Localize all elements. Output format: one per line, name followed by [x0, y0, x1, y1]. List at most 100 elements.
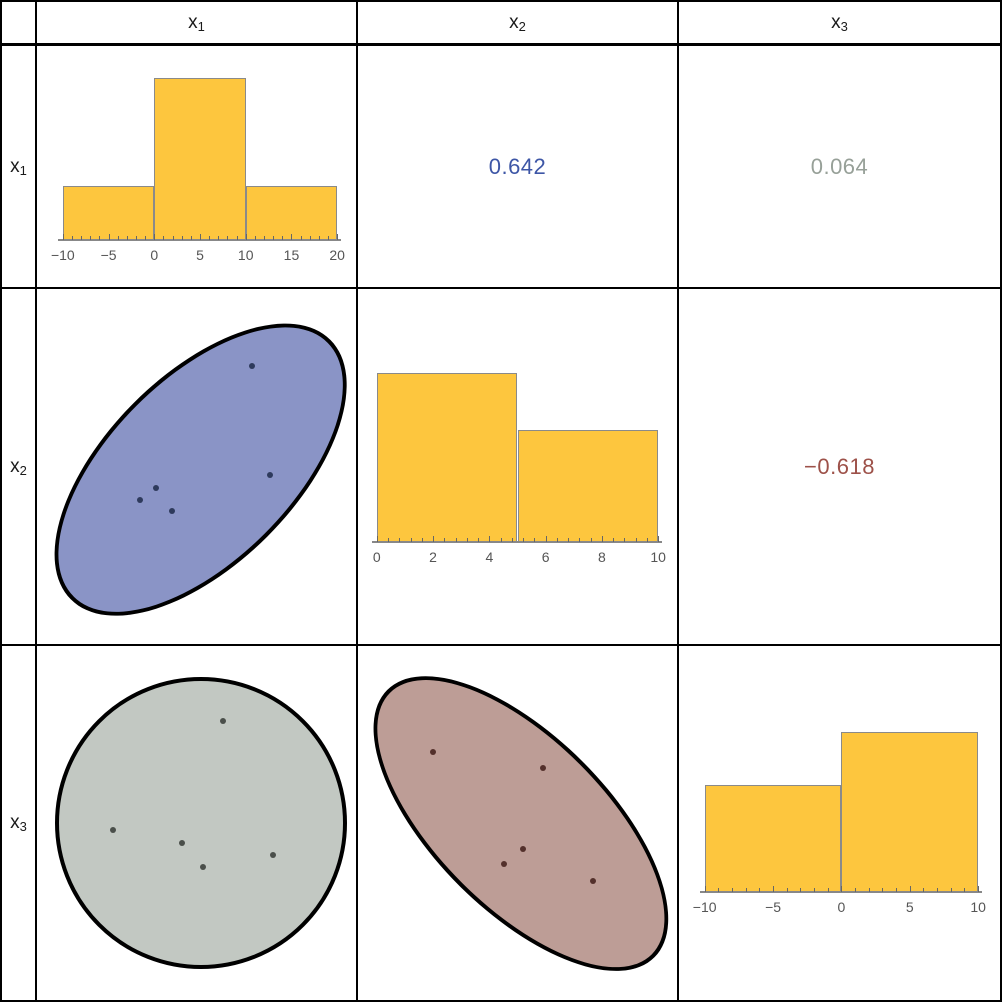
major-axis-tick	[200, 234, 201, 241]
minor-axis-tick	[99, 236, 101, 241]
axis-tick-label: 10	[650, 549, 666, 566]
minor-axis-tick	[172, 236, 174, 241]
minor-axis-tick	[163, 236, 165, 241]
scatter-point	[270, 851, 277, 858]
axis-tick-label: −10	[692, 899, 717, 916]
minor-axis-tick	[282, 236, 284, 241]
histogram-bar	[517, 429, 659, 543]
column-header-x2-base: x	[509, 11, 519, 33]
minor-axis-tick	[896, 888, 898, 893]
minor-axis-tick	[81, 236, 83, 241]
axis-tick-label: −5	[100, 247, 117, 264]
minor-axis-tick	[732, 888, 734, 893]
minor-axis-tick	[309, 236, 311, 241]
scatter-point	[429, 748, 436, 755]
axis-tick-label: 15	[283, 247, 300, 264]
minor-axis-tick	[388, 538, 390, 543]
minor-axis-tick	[254, 236, 256, 241]
minor-axis-tick	[814, 888, 816, 893]
minor-axis-tick	[145, 236, 147, 241]
minor-axis-tick	[613, 538, 615, 543]
axis-tick-label: −5	[765, 899, 782, 916]
minor-axis-tick	[923, 888, 925, 893]
scatter-point	[519, 845, 526, 852]
cell-x1-x1-histogram: −10 −5 0 5 10 15 20	[37, 46, 358, 289]
major-axis-tick	[376, 536, 378, 543]
minor-axis-tick	[264, 236, 266, 241]
axis-tick-label: 0	[150, 247, 159, 264]
scatter-point	[590, 878, 597, 885]
row-label-x2-base: x	[10, 455, 20, 477]
minor-axis-tick	[579, 538, 581, 543]
minor-axis-tick	[500, 538, 502, 543]
x-axis	[699, 891, 983, 893]
axis-tick-label: 5	[905, 899, 914, 916]
minor-axis-tick	[556, 538, 558, 543]
minor-axis-tick	[827, 888, 829, 893]
row-label-x3-subscript: 3	[19, 819, 27, 834]
scatter-point	[501, 860, 508, 867]
column-header-x3-base: x	[831, 11, 841, 33]
major-axis-tick	[489, 536, 491, 543]
minor-axis-tick	[218, 236, 220, 241]
minor-axis-tick	[410, 538, 412, 543]
axis-tick-label: 2	[429, 549, 437, 566]
cell-x2-x1-scatter-ellipse	[37, 289, 358, 646]
minor-axis-tick	[624, 538, 626, 543]
minor-axis-tick	[399, 538, 401, 543]
major-axis-tick	[704, 886, 706, 893]
axis-tick-label: 4	[485, 549, 494, 566]
minor-axis-tick	[90, 236, 92, 241]
minor-axis-tick	[950, 888, 952, 893]
minor-axis-tick	[800, 888, 802, 893]
scatter-point	[539, 765, 546, 772]
major-axis-tick	[62, 234, 64, 241]
minor-axis-tick	[568, 538, 570, 543]
minor-axis-tick	[455, 538, 457, 543]
axis-tick-label: 20	[329, 247, 345, 264]
row-label-x1-subscript: 1	[19, 162, 27, 178]
major-axis-tick	[978, 886, 980, 893]
major-axis-tick	[909, 886, 911, 893]
cell-x2-x3-correlation: −0.618	[679, 289, 1000, 646]
histogram-bar	[841, 731, 979, 893]
corner-cell	[2, 2, 37, 46]
minor-axis-tick	[421, 538, 423, 543]
cell-x3-x3-histogram: −10 −5 0 5 10	[679, 646, 1000, 1000]
minor-axis-tick	[181, 236, 183, 241]
histogram-bar	[245, 186, 338, 241]
histogram-bar	[154, 77, 246, 241]
minor-axis-tick	[590, 538, 592, 543]
minor-axis-tick	[444, 538, 446, 543]
row-label-x2-subscript: 2	[19, 462, 27, 478]
major-axis-tick	[337, 234, 339, 241]
axis-tick-label: 10	[237, 247, 254, 264]
minor-axis-tick	[855, 888, 857, 893]
cell-x3-x1-scatter-ellipse	[37, 646, 358, 1000]
minor-axis-tick	[190, 236, 192, 241]
minor-axis-tick	[882, 888, 884, 893]
correlation-ellipse	[358, 646, 677, 1000]
axis-tick-label: −10	[50, 247, 75, 264]
major-axis-tick	[291, 234, 293, 241]
axis-tick-label: 6	[541, 549, 550, 566]
minor-axis-tick	[646, 538, 648, 543]
correlation-ellipse	[37, 289, 356, 644]
correlation-value: 0.642	[488, 153, 547, 179]
correlation-value: −0.618	[804, 453, 875, 479]
major-axis-tick	[154, 234, 156, 241]
x-axis	[58, 239, 341, 241]
column-header-x1-subscript: 1	[197, 18, 205, 34]
scatter-point	[153, 484, 160, 491]
histogram-bar	[376, 373, 518, 543]
minor-axis-tick	[964, 888, 966, 893]
scatter-point	[266, 472, 273, 479]
column-header-x3-subscript: 3	[840, 18, 848, 34]
scatter-point	[109, 827, 116, 834]
minor-axis-tick	[328, 236, 330, 241]
row-label-x3-base: x	[10, 812, 20, 833]
